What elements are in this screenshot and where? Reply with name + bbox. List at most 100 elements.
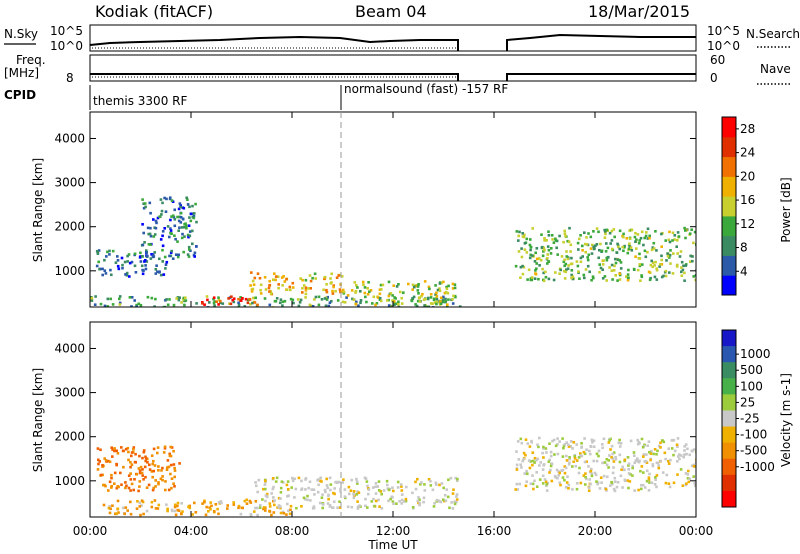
velocity-echo-cell — [567, 487, 570, 490]
velocity-echo-cell — [578, 466, 581, 470]
velocity-echo-cell — [367, 488, 371, 491]
nave-tick-bottom: 0 — [710, 71, 718, 85]
velocity-echo-cell — [279, 511, 283, 515]
velocity-echo-cell — [212, 509, 216, 513]
power-echo-cell — [655, 249, 658, 252]
velocity-echo-cell — [558, 471, 561, 475]
power-echo-cell — [442, 280, 445, 284]
velocity-echo-cell — [640, 465, 644, 468]
power-colorbar-segment — [722, 255, 736, 276]
velocity-echo-cell — [594, 473, 598, 477]
velocity-echo-cell — [205, 505, 208, 509]
velocity-echo-cell — [316, 490, 320, 494]
velocity-echo-cell — [678, 457, 681, 461]
power-echo-cell — [622, 235, 625, 239]
velocity-echo-cell — [525, 480, 528, 483]
power-echo-cell — [683, 279, 686, 282]
power-echo-cell — [558, 272, 561, 275]
velocity-echo-cell — [455, 498, 459, 501]
velocity-echo-cell — [418, 503, 421, 507]
power-echo-cell — [391, 294, 394, 297]
velocity-echo-cell — [115, 486, 119, 490]
velocity-echo-cell — [573, 455, 576, 458]
power-echo-cell — [446, 291, 450, 295]
velocity-echo-cell — [611, 482, 614, 486]
power-echo-cell — [149, 243, 152, 246]
power-echo-cell — [250, 290, 254, 293]
power-echo-cell — [144, 205, 147, 209]
velocity-echo-cell — [324, 490, 327, 494]
power-echo-cell — [395, 285, 399, 288]
power-echo-cell — [592, 245, 595, 249]
power-echo-cell — [143, 241, 146, 244]
velocity-echo-cell — [520, 441, 524, 445]
velocity-echo-cell — [124, 447, 128, 451]
velocity-echo-cell — [176, 508, 180, 512]
power-echo-cell — [638, 264, 642, 268]
power-echo-cell — [105, 255, 108, 258]
velocity-echo-cell — [618, 445, 622, 448]
velocity-echo-cell — [668, 485, 672, 489]
velocity-echo-cell — [607, 466, 610, 469]
power-echo-cell — [611, 278, 614, 281]
velocity-echo-cell — [140, 499, 144, 502]
velocity-echo-cell — [679, 468, 683, 471]
velocity-echo-cell — [645, 461, 649, 464]
power-echo-cell — [106, 305, 110, 307]
velocity-echo-cell — [153, 464, 157, 467]
velocity-echo-cell — [150, 505, 154, 509]
power-echo-cell — [150, 253, 153, 256]
power-echo-cell — [169, 218, 172, 222]
velocity-echo-cell — [138, 469, 142, 472]
velocity-echo-cell — [164, 480, 167, 483]
velocity-echo-cell — [373, 504, 376, 508]
velocity-echo-cell — [533, 479, 536, 483]
velocity-echo-cell — [572, 460, 575, 463]
power-echo-cell — [618, 247, 621, 251]
power-echo-cell — [269, 292, 273, 296]
power-echo-cell — [617, 245, 620, 249]
power-echo-cell — [139, 251, 142, 255]
velocity-echo-cell — [108, 511, 112, 515]
velocity-echo-cell — [631, 466, 634, 470]
power-echo-cell — [191, 229, 194, 233]
velocity-echo-cell — [162, 451, 166, 454]
velocity-echo-cell — [665, 473, 669, 477]
power-echo-cell — [170, 199, 174, 202]
power-echo-cell — [304, 289, 308, 292]
velocity-echo-cell — [693, 482, 696, 485]
power-echo-cell — [589, 235, 593, 239]
velocity-echo-cell — [277, 496, 281, 500]
power-echo-cell — [660, 258, 663, 262]
power-echo-cell — [241, 297, 244, 300]
velocity-echo-cell — [364, 497, 367, 501]
velocity-echo-cell — [516, 488, 519, 491]
velocity-echo-cell — [126, 446, 130, 450]
power-echo-cell — [576, 241, 580, 245]
power-echo-cell — [601, 277, 605, 280]
velocity-echo-cell — [115, 512, 119, 515]
velocity-echo-cell — [355, 477, 358, 481]
power-echo-cell — [90, 299, 94, 302]
power-echo-cell — [156, 216, 160, 220]
power-echo-cell — [378, 288, 382, 291]
power-echo-cell — [529, 245, 533, 249]
power-echo-cell — [111, 303, 115, 306]
power-echo-cell — [684, 236, 687, 240]
power-echo-cell — [313, 298, 316, 301]
velocity-echo-cell — [294, 487, 298, 491]
velocity-echo-cell — [589, 445, 593, 448]
power-echo-cell — [215, 300, 218, 303]
power-echo-cell — [614, 261, 618, 265]
velocity-echo-cell — [328, 476, 332, 480]
velocity-echo-cell — [453, 500, 456, 503]
power-echo-cell — [639, 279, 642, 282]
velocity-echo-cell — [366, 506, 369, 509]
power-echo-cell — [435, 291, 438, 295]
velocity-echo-cell — [448, 506, 451, 510]
velocity-echo-cell — [306, 498, 309, 502]
power-echo-cell — [442, 295, 445, 299]
power-echo-cell — [275, 297, 279, 300]
power-echo-cell — [415, 304, 419, 307]
power-echo-cell — [253, 301, 257, 304]
